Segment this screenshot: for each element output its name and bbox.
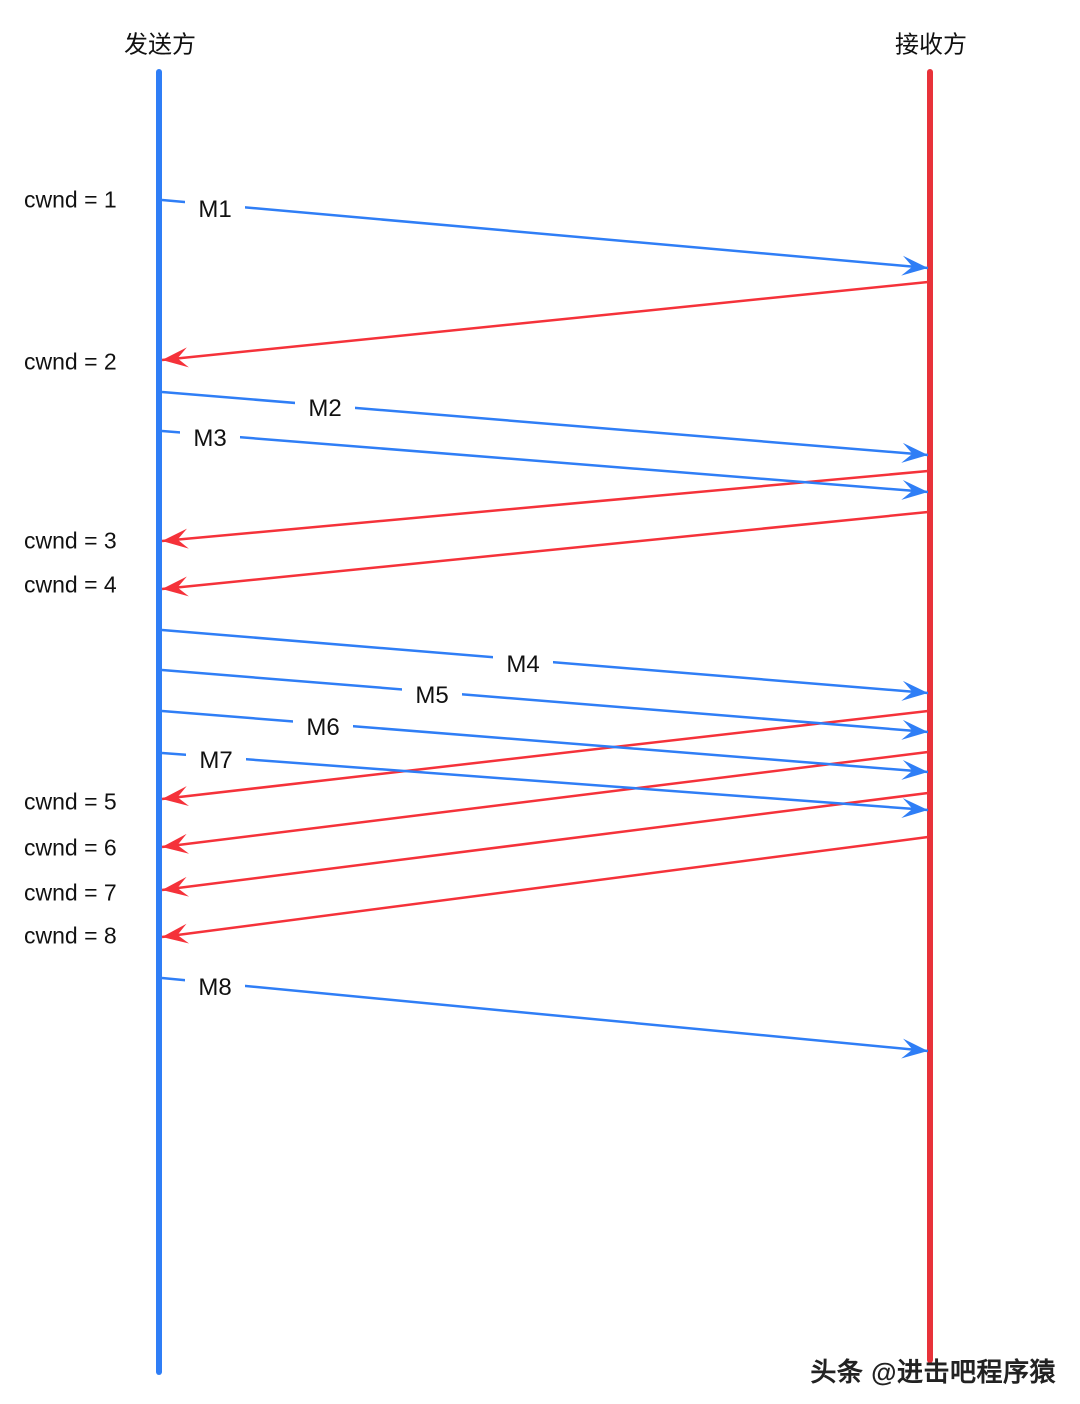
ack-arrow-4 [161,709,929,801]
label-gap [293,707,353,738]
cwnd-label: cwnd = 6 [24,834,117,861]
message-arrow-M1-arrowhead [901,255,928,276]
message-arrow-M8-arrowhead [901,1038,928,1059]
message-arrow-M5-arrowhead [901,719,928,740]
cwnd-label: cwnd = 8 [24,922,117,949]
receiver-title: 接收方 [895,31,967,59]
message-arrow-M2-arrowhead [901,442,928,463]
message-arrow-M2 [161,390,929,457]
cwnd-label: cwnd = 3 [24,527,117,554]
message-arrow-M6 [161,709,929,774]
message-arrow-M7-arrowhead [901,798,928,819]
message-label: M1 [198,196,231,223]
ack-arrow-4-arrowhead [162,786,189,806]
label-gap [402,675,462,706]
ack-arrow-6-arrowhead [162,876,190,897]
ack-arrow-7 [161,835,929,939]
ack-arrow-2-arrowhead [162,528,189,549]
label-gap [180,418,240,449]
cwnd-label: cwnd = 5 [24,788,117,815]
label-gap [186,741,246,772]
ack-arrow-6 [161,791,929,892]
message-label: M3 [193,425,226,452]
message-arrow-M4-arrowhead [901,680,928,701]
message-label: M5 [415,682,448,709]
label-gap [295,389,355,420]
ack-arrow-3 [161,510,929,591]
message-label: M6 [306,714,339,741]
ack-arrow-2 [161,469,929,543]
ack-arrow-5 [161,750,929,849]
message-arrow-M7 [161,751,929,812]
sender-title: 发送方 [124,31,196,59]
cwnd-label: cwnd = 7 [24,879,117,906]
label-gap [185,967,245,998]
cwnd-label: cwnd = 2 [24,348,117,375]
cwnd-label: cwnd = 1 [24,186,117,213]
message-arrow-M3-arrowhead [901,479,928,500]
message-label: M2 [308,395,341,422]
ack-arrow-3-arrowhead [162,576,189,597]
ack-arrow-7-arrowhead [162,923,190,944]
message-arrow-M5 [161,668,929,734]
ack-arrow-1-arrowhead [162,347,189,368]
ack-arrow-1 [161,280,929,362]
message-label: M4 [506,651,539,678]
message-label: M7 [199,747,232,774]
message-arrow-M3 [161,429,929,494]
label-gap [493,643,553,674]
message-arrow-M8 [161,976,929,1053]
ack-arrow-5-arrowhead [162,833,190,854]
watermark: 头条 @进击吧程序猿 [810,1357,1056,1387]
cwnd-label: cwnd = 4 [24,571,117,598]
message-arrow-M6-arrowhead [901,759,928,780]
message-label: M8 [198,974,231,1001]
message-arrow-M1 [161,198,929,270]
label-gap [185,188,245,219]
